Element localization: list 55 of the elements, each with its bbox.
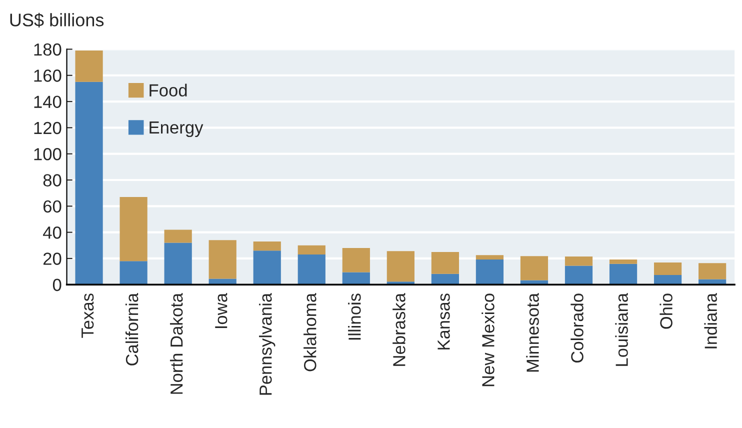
bar bbox=[564, 256, 593, 266]
x-tick-label: Colorado bbox=[570, 294, 584, 363]
bar bbox=[298, 245, 326, 255]
y-tick-label: 160 bbox=[34, 70, 62, 82]
bar bbox=[431, 274, 459, 285]
bar bbox=[208, 240, 236, 279]
bar bbox=[476, 260, 504, 285]
x-tick-label: Texas bbox=[82, 294, 94, 338]
x-tick-label: Illinois bbox=[348, 294, 361, 340]
x-tick-label: Louisiana bbox=[615, 292, 628, 366]
bar bbox=[698, 263, 726, 280]
legend-label: Energy bbox=[150, 122, 204, 138]
bar bbox=[654, 262, 682, 275]
bar bbox=[386, 251, 414, 282]
bar bbox=[75, 50, 103, 82]
x-tick-label: California bbox=[125, 292, 138, 366]
y-tick-label: 120 bbox=[34, 122, 62, 134]
y-tick-label: 80 bbox=[43, 174, 62, 186]
bar bbox=[431, 252, 459, 274]
y-tick-label: 140 bbox=[34, 96, 62, 108]
bar bbox=[164, 242, 192, 285]
y-tick-label: 100 bbox=[34, 148, 62, 160]
x-tick-label: North Dakota bbox=[170, 292, 183, 394]
y-tick-label: 20 bbox=[43, 252, 62, 265]
bar bbox=[253, 241, 281, 251]
bar bbox=[342, 272, 370, 285]
bar bbox=[654, 274, 682, 285]
bar bbox=[476, 255, 504, 260]
x-tick-label: Oklahoma bbox=[304, 292, 316, 372]
y-axis-title: US$ billions bbox=[10, 12, 104, 28]
bar bbox=[208, 278, 236, 285]
x-tick-label: Kansas bbox=[438, 294, 450, 350]
y-tick-label: 0 bbox=[52, 278, 62, 292]
bar bbox=[253, 250, 281, 285]
bar bbox=[609, 264, 638, 285]
bar bbox=[520, 256, 548, 280]
y-tick-label: 60 bbox=[43, 200, 62, 213]
bar bbox=[342, 248, 370, 272]
x-tick-label: Nebraska bbox=[392, 292, 406, 366]
bar bbox=[164, 230, 192, 243]
bar bbox=[609, 260, 638, 264]
y-tick-label: 40 bbox=[43, 226, 62, 239]
x-tick-label: Indiana bbox=[704, 292, 717, 348]
x-tick-label: New Mexico bbox=[482, 294, 494, 386]
x-tick-label: Ohio bbox=[660, 294, 672, 329]
bar bbox=[120, 261, 148, 285]
bar bbox=[120, 197, 148, 262]
bar bbox=[75, 82, 103, 285]
x-tick-label: Iowa bbox=[215, 292, 228, 328]
x-tick-label: Minnesota bbox=[526, 292, 539, 372]
x-tick-label: Pennsylvania bbox=[259, 292, 276, 395]
legend-label: Food bbox=[150, 84, 187, 97]
y-tick-label: 180 bbox=[34, 43, 62, 56]
bar bbox=[298, 254, 326, 285]
bar bbox=[564, 266, 593, 285]
